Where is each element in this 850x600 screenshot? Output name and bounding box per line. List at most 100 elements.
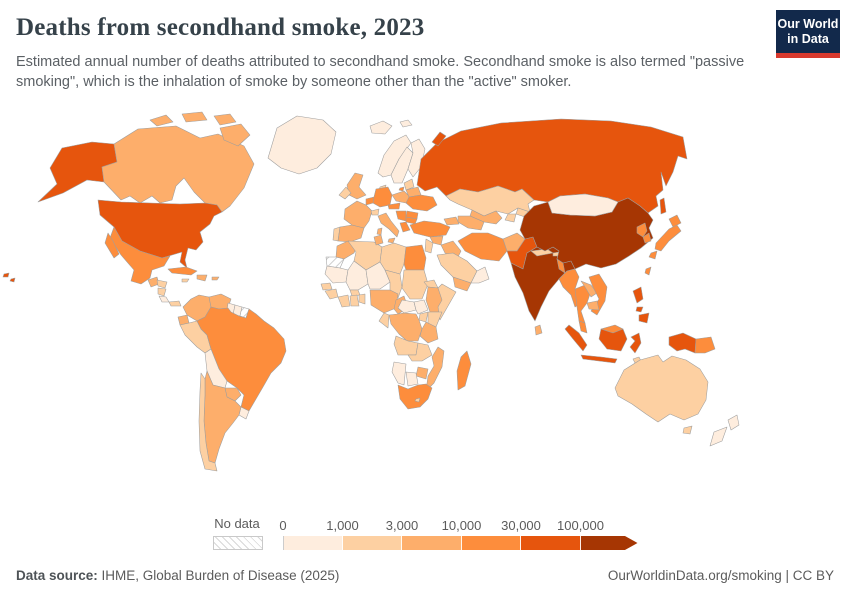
country-ghana[interactable] bbox=[349, 294, 360, 307]
country-senegal[interactable] bbox=[320, 282, 333, 291]
country-turkey[interactable] bbox=[409, 220, 451, 238]
country-kaliningrad[interactable] bbox=[398, 186, 405, 192]
country-italy[interactable] bbox=[377, 212, 400, 238]
country-chile[interactable] bbox=[198, 372, 218, 472]
country-mozambique[interactable] bbox=[425, 346, 445, 392]
country-svalbard[interactable] bbox=[399, 119, 413, 128]
country-arctic-island[interactable] bbox=[181, 111, 208, 123]
country-indonesia-sumatra[interactable] bbox=[564, 324, 588, 352]
country-mexico[interactable] bbox=[109, 226, 171, 285]
country-nicaragua[interactable] bbox=[157, 287, 167, 297]
country-baltics[interactable] bbox=[403, 178, 415, 191]
owid-url-license[interactable]: OurWorldinData.org/smoking | CC BY bbox=[607, 568, 834, 583]
country-taiwan[interactable] bbox=[644, 266, 652, 276]
country-hispaniola[interactable] bbox=[196, 274, 208, 282]
country-mauritania[interactable] bbox=[324, 265, 349, 284]
country-panama[interactable] bbox=[168, 300, 182, 307]
country-japan-kyushu[interactable] bbox=[648, 250, 658, 260]
country-ireland[interactable] bbox=[338, 186, 352, 200]
country-north-korea[interactable] bbox=[636, 222, 648, 238]
country-malaysia[interactable] bbox=[578, 320, 588, 334]
legend-bin-2[interactable] bbox=[402, 536, 462, 550]
country-greenland[interactable] bbox=[267, 115, 337, 175]
country-new-zealand-north[interactable] bbox=[727, 414, 740, 431]
country-sudan[interactable] bbox=[401, 269, 429, 300]
country-japan-hokkaido[interactable] bbox=[668, 214, 682, 228]
country-somalia[interactable] bbox=[437, 283, 457, 321]
country-indonesia-kalimantan[interactable] bbox=[598, 328, 628, 352]
country-nigeria[interactable] bbox=[369, 289, 399, 314]
country-greece[interactable] bbox=[399, 221, 411, 233]
country-south-sudan[interactable] bbox=[413, 299, 429, 315]
country-papua-new-guinea[interactable] bbox=[694, 336, 716, 354]
country-puerto-rico[interactable] bbox=[211, 276, 220, 281]
country-iceland[interactable] bbox=[369, 120, 393, 135]
country-tanzania[interactable] bbox=[419, 321, 439, 344]
country-japan-honshu[interactable] bbox=[654, 224, 682, 252]
owid-logo[interactable]: Our World in Data bbox=[776, 10, 840, 58]
country-canada[interactable] bbox=[101, 125, 255, 213]
country-france[interactable] bbox=[343, 200, 373, 229]
country-sardinia[interactable] bbox=[376, 227, 383, 236]
country-oman[interactable] bbox=[470, 266, 490, 284]
country-western-sahara[interactable] bbox=[325, 256, 345, 269]
legend-no-data-swatch[interactable] bbox=[213, 536, 263, 550]
country-baffin-island[interactable] bbox=[219, 123, 251, 147]
country-lesotho[interactable] bbox=[414, 397, 421, 403]
country-indonesia-sulawesi[interactable] bbox=[629, 332, 642, 354]
country-togo-benin[interactable] bbox=[358, 293, 366, 305]
country-yemen[interactable] bbox=[452, 276, 472, 292]
country-jamaica[interactable] bbox=[181, 278, 190, 283]
country-botswana[interactable] bbox=[405, 371, 419, 387]
country-arctic-island[interactable] bbox=[149, 114, 174, 127]
country-tunisia[interactable] bbox=[373, 234, 384, 246]
country-ivory-coast[interactable] bbox=[337, 294, 351, 308]
country-indonesia-java[interactable] bbox=[580, 354, 618, 364]
country-egypt[interactable] bbox=[403, 244, 427, 271]
country-spain[interactable] bbox=[337, 224, 365, 243]
country-uganda[interactable] bbox=[418, 311, 429, 323]
legend-bin-1[interactable] bbox=[342, 536, 402, 550]
country-mexico-baja[interactable] bbox=[104, 232, 120, 259]
country-balkans[interactable] bbox=[395, 210, 407, 222]
country-philippines-luzon[interactable] bbox=[632, 286, 644, 304]
country-cuba[interactable] bbox=[167, 266, 198, 276]
country-laos[interactable] bbox=[580, 280, 598, 298]
country-guinea[interactable] bbox=[324, 288, 339, 300]
choropleth-svg[interactable] bbox=[0, 110, 850, 510]
country-switzerland[interactable] bbox=[370, 208, 380, 216]
country-congo-gabon[interactable] bbox=[378, 312, 390, 329]
country-united-kingdom[interactable] bbox=[346, 172, 367, 200]
country-south-africa[interactable] bbox=[397, 383, 433, 410]
country-arctic-island[interactable] bbox=[213, 113, 237, 126]
legend-bin-5[interactable] bbox=[580, 536, 638, 550]
country-australia[interactable] bbox=[614, 354, 709, 423]
country-sakhalin[interactable] bbox=[659, 197, 667, 215]
country-tajikistan[interactable] bbox=[504, 213, 517, 223]
country-zambia[interactable] bbox=[407, 342, 433, 362]
country-philippines-visayas[interactable] bbox=[635, 306, 644, 313]
country-honduras[interactable] bbox=[156, 279, 168, 289]
country-new-zealand-south[interactable] bbox=[709, 426, 728, 447]
country-sicily[interactable] bbox=[387, 237, 396, 244]
country-austria-czechia[interactable] bbox=[387, 202, 401, 210]
country-caucasus[interactable] bbox=[443, 216, 460, 226]
country-tasmania[interactable] bbox=[682, 425, 693, 435]
country-indonesia-papua[interactable] bbox=[668, 332, 697, 354]
country-south-korea[interactable] bbox=[642, 232, 652, 244]
country-mongolia[interactable] bbox=[547, 193, 619, 217]
legend-bin-3[interactable] bbox=[461, 536, 521, 550]
country-zimbabwe[interactable] bbox=[415, 366, 429, 380]
country-vietnam[interactable] bbox=[588, 273, 608, 316]
country-iran[interactable] bbox=[457, 232, 508, 262]
country-benelux[interactable] bbox=[365, 196, 375, 206]
country-sri-lanka[interactable] bbox=[534, 324, 543, 336]
country-ukraine[interactable] bbox=[405, 194, 438, 212]
country-namibia[interactable] bbox=[391, 361, 407, 386]
legend-bin-4[interactable] bbox=[521, 536, 581, 550]
country-costa-rica[interactable] bbox=[158, 295, 170, 303]
country-dr-congo[interactable] bbox=[388, 312, 423, 342]
legend-bin-0[interactable] bbox=[283, 536, 343, 550]
world-map[interactable] bbox=[0, 110, 850, 510]
country-cambodia[interactable] bbox=[586, 300, 600, 311]
